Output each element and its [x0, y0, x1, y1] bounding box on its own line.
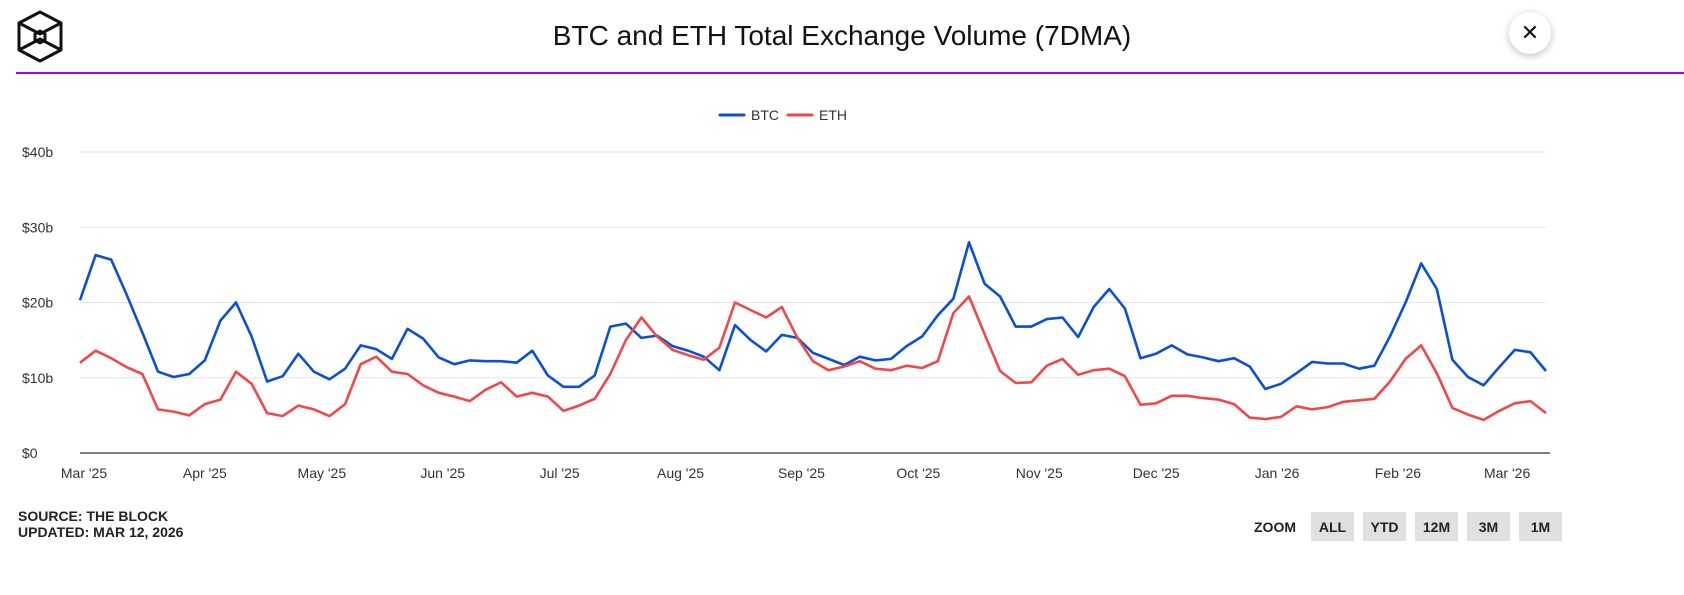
page-title: BTC and ETH Total Exchange Volume (7DMA) — [552, 20, 1132, 51]
the-block-logo[interactable] — [16, 10, 64, 64]
x-tick-label: Dec '25 — [1133, 465, 1180, 481]
legend-label-eth: ETH — [819, 107, 847, 123]
y-tick-label: $10b — [22, 370, 53, 386]
y-tick-label: $0 — [22, 445, 38, 461]
x-tick-label: Oct '25 — [896, 465, 940, 481]
series-line-btc — [78, 241, 1548, 391]
x-tick-label: May '25 — [298, 465, 347, 481]
zoom-all-button[interactable]: ALL — [1311, 512, 1354, 541]
x-tick-label: Nov '25 — [1016, 465, 1063, 481]
close-button[interactable]: ✕ — [1509, 12, 1551, 54]
source-text: SOURCE: THE BLOCK — [18, 508, 169, 524]
zoom-12m-button[interactable]: 12M — [1415, 512, 1458, 541]
y-tick-label: $20b — [22, 295, 53, 311]
updated-text: UPDATED: MAR 12, 2026 — [18, 524, 184, 540]
zoom-3m-button[interactable]: 3M — [1467, 512, 1510, 541]
x-tick-label: Mar '26 — [1484, 465, 1530, 481]
y-tick-label: $40b — [22, 144, 53, 160]
close-icon: ✕ — [1520, 20, 1540, 45]
x-tick-label: Aug '25 — [657, 465, 704, 481]
x-tick-label: Feb '26 — [1375, 465, 1421, 481]
series-line-eth — [79, 295, 1547, 422]
source-note: SOURCE: THE BLOCK UPDATED: MAR 12, 2026 — [18, 508, 183, 540]
line-chart: $0 $10b $20b $30b $40b Mar '25 Apr '25 May '25 J… — [22, 107, 1550, 481]
x-tick-label: Mar '25 — [61, 465, 107, 481]
legend-label-btc: BTC — [751, 107, 779, 123]
zoom-ytd-button[interactable]: YTD — [1363, 512, 1406, 541]
cube-logo-icon — [17, 10, 63, 63]
zoom-controls: ZOOM ALL YTD 12M 3M 1M — [1254, 512, 1562, 541]
x-tick-label: Apr '25 — [183, 465, 227, 481]
zoom-label: ZOOM — [1254, 518, 1296, 535]
x-tick-label: Jul '25 — [540, 465, 580, 481]
header-divider — [16, 72, 1684, 74]
y-tick-label: $30b — [22, 219, 53, 235]
x-tick-label: Jun '25 — [420, 465, 465, 481]
x-tick-label: Jan '26 — [1255, 465, 1300, 481]
zoom-1m-button[interactable]: 1M — [1519, 512, 1562, 541]
x-tick-label: Sep '25 — [778, 465, 825, 481]
